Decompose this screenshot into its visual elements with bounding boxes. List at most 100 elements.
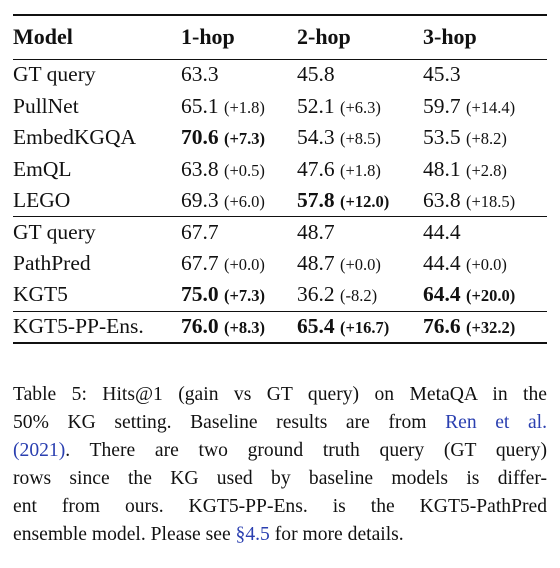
gain-value: (+20.0) <box>466 286 516 306</box>
results-table: Model 1-hop 2-hop 3-hop GT query 63.3 45.8… <box>13 14 547 344</box>
caption-text: rows since the KG used by baseline model… <box>13 468 547 489</box>
gain-value: (+2.8) <box>466 160 507 180</box>
score-cell: 63.3 <box>181 59 297 91</box>
table-row: PathPred 67.7 (+0.0) 48.7 (+0.0) 44.4 (+0.0… <box>13 248 547 280</box>
score-cell: 64.4 (+20.0) <box>423 279 547 312</box>
score-cell: 65.4 (+16.7) <box>297 310 423 344</box>
score-value: 63.8 <box>423 187 461 212</box>
gain-value: (+0.0) <box>224 255 265 274</box>
gain-value: (+16.7) <box>340 317 390 337</box>
gain-value: (+0.5) <box>224 160 265 180</box>
score-value: 63.3 <box>181 62 219 87</box>
table-group-ours: GT query 67.7 48.7 44.4 PathPred 67.7 (+0.0) 4… <box>13 217 547 312</box>
score-value: 65.4 <box>297 313 335 338</box>
citation-year-link[interactable]: (2021) <box>13 440 66 461</box>
model-name-cell: PullNet <box>13 93 79 118</box>
score-value: 59.7 <box>423 93 461 118</box>
score-cell: 48.7 <box>297 217 423 249</box>
table-row: KGT5 75.0 (+7.3) 36.2 (-8.2) 64.4 (+20.0) <box>13 279 547 312</box>
header-1-hop: 1-hop <box>181 14 297 60</box>
score-value: 53.5 <box>423 125 461 149</box>
score-value: 65.1 <box>181 93 219 118</box>
table-row: KGT5-PP-Ens. 76.0 (+8.3) 65.4 (+16.7) 76.6 … <box>13 310 547 344</box>
citation-link[interactable]: Ren et al. <box>445 412 548 433</box>
score-cell: 44.4 <box>423 217 547 249</box>
gain-value: (+6.3) <box>340 97 381 117</box>
gain-value: (+7.3) <box>224 286 266 306</box>
gain-value: (+8.5) <box>340 129 381 148</box>
score-value: 64.4 <box>423 282 461 307</box>
score-value: 44.4 <box>423 251 461 275</box>
score-value: 54.3 <box>297 125 335 149</box>
model-name-cell: EmbedKGQA <box>13 125 137 149</box>
score-cell: 52.1 (+6.3) <box>297 91 423 123</box>
table-caption: Table 5: Hits@1 (gain vs GT query) on Me… <box>13 381 547 549</box>
gain-value: (+0.0) <box>340 255 381 274</box>
score-value: 48.1 <box>423 156 461 181</box>
score-cell: 69.3 (+6.0) <box>181 185 297 217</box>
score-value: 76.6 <box>423 313 461 338</box>
score-value: 70.6 <box>181 125 219 149</box>
header-2-hop: 2-hop <box>297 14 423 60</box>
gain-value: (+32.2) <box>466 317 516 337</box>
caption-line: (2021). There are two ground truth query… <box>13 437 547 465</box>
score-cell: 76.6 (+32.2) <box>423 310 547 344</box>
section-ref-link[interactable]: §4.5 <box>235 524 270 545</box>
score-value: 44.4 <box>423 219 461 244</box>
score-value: 75.0 <box>181 282 219 307</box>
gain-value: (+12.0) <box>340 191 390 211</box>
table-row: EmQL 63.8 (+0.5) 47.6 (+1.8) 48.1 (+2.8) <box>13 154 547 186</box>
score-value: 57.8 <box>297 187 335 212</box>
caption-text: Table 5: Hits@1 (gain vs GT query) on Me… <box>13 384 547 405</box>
model-name-cell: KGT5 <box>13 279 181 312</box>
score-cell: 54.3 (+8.5) <box>297 122 423 154</box>
score-cell: 45.3 <box>423 59 547 91</box>
score-cell: 47.6 (+1.8) <box>297 154 423 186</box>
header-3-hop: 3-hop <box>423 14 547 60</box>
score-cell: 53.5 (+8.2) <box>423 122 547 154</box>
table-row: GT query 63.3 45.8 45.3 <box>13 59 547 91</box>
score-value: 36.2 <box>297 282 335 307</box>
score-cell: 45.8 <box>297 59 423 91</box>
gain-value: (+14.4) <box>466 97 516 117</box>
score-value: 69.3 <box>181 187 219 212</box>
score-cell: 67.7 <box>181 217 297 249</box>
caption-text: ensemble model. Please see <box>13 524 236 545</box>
model-name-cell: GT query <box>13 219 96 244</box>
score-value: 48.7 <box>297 219 335 244</box>
header-model: Model <box>13 14 181 60</box>
caption-text: . There are two ground truth query (GT q… <box>65 440 547 461</box>
score-value: 76.0 <box>181 313 219 338</box>
score-value: 67.7 <box>181 251 219 275</box>
model-name-cell: LEGO <box>13 185 181 217</box>
gain-value: (+7.3) <box>224 129 266 148</box>
score-value: 48.7 <box>297 251 335 275</box>
caption-line: Table 5: Hits@1 (gain vs GT query) on Me… <box>13 381 547 409</box>
table-row: EmbedKGQA 70.6 (+7.3) 54.3 (+8.5) 53.5 (+8.… <box>13 122 547 154</box>
table-row: PullNet 65.1 (+1.8) 52.1 (+6.3) 59.7 (+14.4… <box>13 91 547 123</box>
caption-line: 50% KG setting. Baseline results are fro… <box>13 409 547 437</box>
score-cell: 75.0 (+7.3) <box>181 279 297 312</box>
caption-text: ent from ours. KGT5-PP-Ens. is the KGT5-… <box>13 496 547 517</box>
table-row: LEGO 69.3 (+6.0) 57.8 (+12.0) 63.8 (+18.5) <box>13 185 547 217</box>
caption-text: 50% KG setting. Baseline results are fro… <box>13 412 446 433</box>
model-name-cell: GT query <box>13 62 96 87</box>
score-cell: 48.1 (+2.8) <box>423 154 547 186</box>
score-cell: 67.7 (+0.0) <box>181 248 297 280</box>
table-group-ensemble: KGT5-PP-Ens. 76.0 (+8.3) 65.4 (+16.7) 76.6 … <box>13 310 547 344</box>
score-cell: 44.4 (+0.0) <box>423 248 547 280</box>
caption-text: for more details. <box>269 524 404 545</box>
score-cell: 59.7 (+14.4) <box>423 91 547 123</box>
score-cell: 63.8 (+0.5) <box>181 154 297 186</box>
gain-value: (+1.8) <box>340 160 381 180</box>
score-value: 52.1 <box>297 93 335 118</box>
gain-value: (-8.2) <box>340 286 378 306</box>
score-value: 67.7 <box>181 219 219 244</box>
score-cell: 57.8 (+12.0) <box>297 185 423 217</box>
gain-value: (+8.2) <box>466 129 507 148</box>
table-row: GT query 67.7 48.7 44.4 <box>13 217 547 249</box>
gain-value: (+6.0) <box>224 191 265 211</box>
caption-line: ent from ours. KGT5-PP-Ens. is the KGT5-… <box>13 493 547 521</box>
score-value: 47.6 <box>297 156 335 181</box>
